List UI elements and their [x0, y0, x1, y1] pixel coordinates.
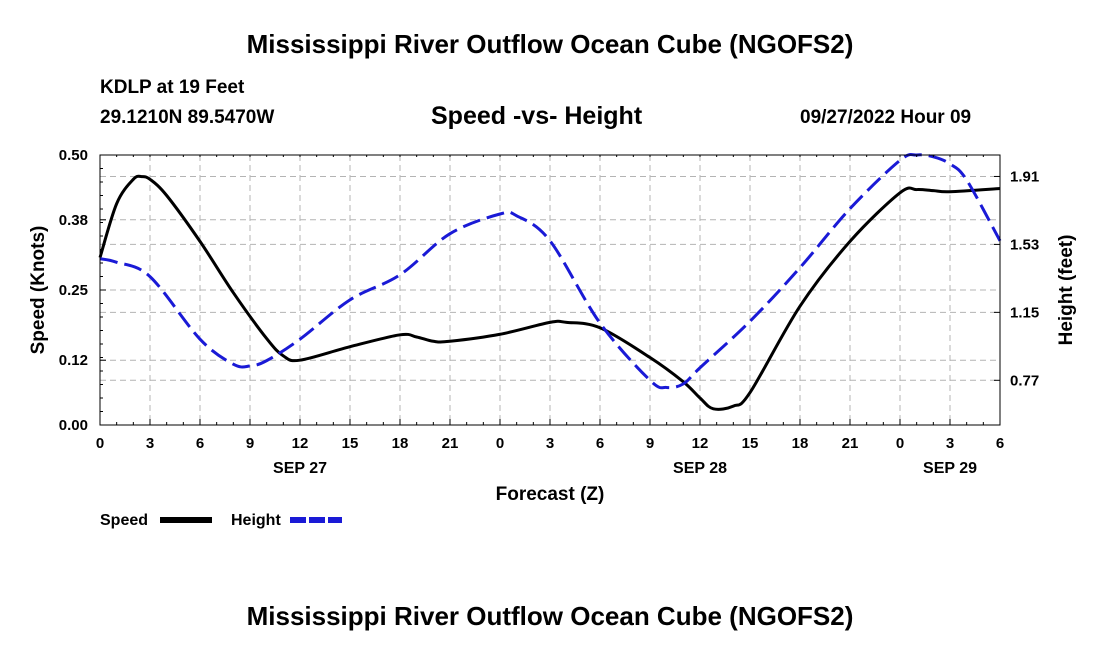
x-tick-label: 0 — [896, 435, 904, 452]
x-tick-label: 0 — [496, 435, 504, 452]
grid-layer — [100, 155, 1000, 425]
chart-main-title: Mississippi River Outflow Ocean Cube (NG… — [246, 29, 854, 59]
x-axis-title: Forecast (Z) — [496, 484, 605, 505]
x-tick-label: 21 — [442, 435, 459, 452]
footer-title: Mississippi River Outflow Ocean Cube (NG… — [246, 601, 854, 631]
y-tick-label: 0.12 — [59, 352, 88, 369]
chart-subtitle: Speed -vs- Height — [431, 102, 643, 130]
x-tick-label: 12 — [692, 435, 709, 452]
x-tick-label: 15 — [742, 435, 759, 452]
y2-tick-label: 1.91 — [1010, 168, 1039, 185]
x-tick-label: 21 — [842, 435, 859, 452]
x-tick-label: 18 — [792, 435, 809, 452]
x-tick-label: 3 — [546, 435, 554, 452]
forecast-datetime: 09/27/2022 Hour 09 — [800, 107, 972, 128]
x-tick-label: 15 — [342, 435, 359, 452]
y2-tick-label: 0.77 — [1010, 372, 1039, 389]
x-tick-label: 3 — [146, 435, 154, 452]
x-tick-label: 9 — [646, 435, 654, 452]
legend: Speed Height — [100, 512, 342, 529]
series-layer — [98, 153, 1002, 411]
y2-tick-label: 1.53 — [1010, 236, 1039, 253]
legend-height-label: Height — [231, 512, 281, 529]
x-date-label: SEP 27 — [273, 460, 327, 477]
y-tick-label: 0.50 — [59, 147, 88, 164]
x-tick-label: 18 — [392, 435, 409, 452]
x-tick-label: 6 — [996, 435, 1004, 452]
speed-series-line — [98, 174, 1001, 411]
station-coordinates: 29.1210N 89.5470W — [100, 107, 275, 128]
x-tick-label: 9 — [246, 435, 254, 452]
y2-tick-label: 1.15 — [1010, 304, 1039, 321]
x-tick-label: 0 — [96, 435, 104, 452]
x-tick-label: 12 — [292, 435, 309, 452]
station-label: KDLP at 19 Feet — [100, 77, 245, 98]
x-tick-label: 6 — [196, 435, 204, 452]
y-axis-title-height: Height (feet) — [1056, 235, 1077, 346]
y-tick-label: 0.38 — [59, 212, 88, 229]
axis-layer: 0 3 6 9 12 15 18 21 0 3 6 9 12 15 18 21 0 3 6 SEP 27 SEP 28 S… — [59, 147, 1039, 477]
y-axis-title-speed: Speed (Knots) — [28, 226, 49, 355]
y-tick-label: 0.00 — [59, 417, 88, 434]
legend-speed-label: Speed — [100, 512, 148, 529]
x-tick-label: 3 — [946, 435, 954, 452]
x-date-label: SEP 29 — [923, 460, 977, 477]
x-date-label: SEP 28 — [673, 460, 727, 477]
y-tick-label: 0.25 — [59, 282, 88, 299]
x-tick-label: 6 — [596, 435, 604, 452]
